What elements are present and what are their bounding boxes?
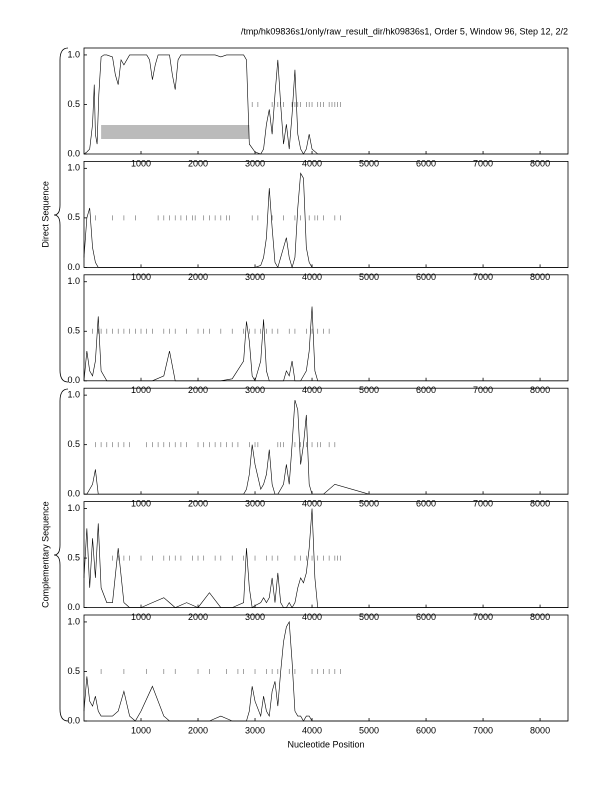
y-tick-label: 0.5 — [67, 666, 80, 676]
x-tick-label: 6000 — [416, 725, 436, 735]
x-tick-label: 8000 — [530, 158, 550, 168]
y-tick-label: 0.0 — [67, 602, 80, 612]
y-tick-label: 1.0 — [67, 390, 80, 400]
y-tick-label: 0.5 — [67, 326, 80, 336]
panel-frame — [83, 614, 569, 722]
x-tick-label: 3000 — [245, 158, 265, 168]
panel-frame — [83, 387, 569, 495]
x-tick-label: 5000 — [359, 499, 379, 509]
x-tick-label: 4000 — [302, 158, 322, 168]
complementary-bracket — [53, 388, 69, 722]
y-tick-label: 0.0 — [67, 715, 80, 725]
direct-bracket — [53, 47, 69, 383]
x-tick-label: 3000 — [245, 725, 265, 735]
panel-frame — [83, 501, 569, 609]
y-axis-label: Direct Sequence — [40, 181, 50, 248]
x-tick-label: 7000 — [473, 272, 493, 282]
coding-potential-line — [83, 508, 568, 609]
x-tick-label: 1000 — [131, 385, 151, 395]
x-tick-label: 8000 — [530, 612, 550, 622]
x-tick-label: 1000 — [131, 725, 151, 735]
coding-potential-line — [83, 54, 568, 155]
coding-potential-line — [83, 306, 568, 382]
panel-frame — [83, 274, 569, 382]
y-tick-label: 1.0 — [67, 503, 80, 513]
x-tick-label: 1000 — [131, 158, 151, 168]
x-tick-label: 4000 — [302, 499, 322, 509]
x-tick-label: 3000 — [245, 272, 265, 282]
x-tick-label: 5000 — [359, 725, 379, 735]
y-tick-label: 0.0 — [67, 262, 80, 272]
y-tick-label: 0.5 — [67, 99, 80, 109]
x-tick-label: 2000 — [188, 385, 208, 395]
x-tick-label: 3000 — [245, 612, 265, 622]
x-tick-label: 5000 — [359, 158, 379, 168]
chart-title: /tmp/hk09836s1/only/raw_result_dir/hk098… — [241, 26, 568, 36]
y-tick-label: 1.0 — [67, 616, 80, 626]
y-tick-label: 0.0 — [67, 375, 80, 385]
x-tick-label: 7000 — [473, 725, 493, 735]
coding-potential-line — [83, 620, 568, 722]
x-tick-label: 2000 — [188, 158, 208, 168]
x-tick-label: 7000 — [473, 499, 493, 509]
x-tick-label: 6000 — [416, 385, 436, 395]
x-tick-label: 7000 — [473, 612, 493, 622]
y-tick-label: 0.5 — [67, 439, 80, 449]
x-tick-label: 8000 — [530, 385, 550, 395]
x-tick-label: 8000 — [530, 499, 550, 509]
x-tick-label: 4000 — [302, 272, 322, 282]
y-tick-label: 0.0 — [67, 148, 80, 158]
x-axis-label: Nucleotide Position — [287, 739, 364, 749]
x-tick-label: 6000 — [416, 612, 436, 622]
x-tick-label: 4000 — [302, 725, 322, 735]
x-tick-label: 3000 — [245, 499, 265, 509]
x-tick-label: 5000 — [359, 612, 379, 622]
x-tick-label: 2000 — [188, 272, 208, 282]
panel-frame — [83, 160, 569, 268]
x-tick-label: 6000 — [416, 158, 436, 168]
y-tick-label: 1.0 — [67, 49, 80, 59]
coding-potential-line — [84, 400, 568, 495]
y-tick-label: 0.5 — [67, 552, 80, 562]
x-tick-label: 8000 — [530, 725, 550, 735]
x-tick-label: 5000 — [359, 385, 379, 395]
y-axis-label: Complementary Sequence — [40, 501, 50, 608]
x-tick-label: 2000 — [188, 499, 208, 509]
x-tick-label: 3000 — [245, 385, 265, 395]
x-tick-label: 1000 — [131, 612, 151, 622]
x-tick-label: 2000 — [188, 725, 208, 735]
y-tick-label: 0.0 — [67, 489, 80, 499]
x-tick-label: 1000 — [131, 272, 151, 282]
y-tick-label: 1.0 — [67, 276, 80, 286]
y-tick-label: 1.0 — [67, 163, 80, 173]
y-tick-label: 0.5 — [67, 212, 80, 222]
x-tick-label: 6000 — [416, 272, 436, 282]
x-tick-label: 4000 — [302, 385, 322, 395]
x-tick-label: 7000 — [473, 158, 493, 168]
gene-region — [101, 125, 250, 139]
x-tick-label: 8000 — [530, 272, 550, 282]
x-tick-label: 1000 — [131, 499, 151, 509]
x-tick-label: 4000 — [302, 612, 322, 622]
x-tick-label: 6000 — [416, 499, 436, 509]
x-tick-label: 5000 — [359, 272, 379, 282]
coding-potential-line — [83, 172, 568, 269]
x-tick-label: 2000 — [188, 612, 208, 622]
x-tick-label: 7000 — [473, 385, 493, 395]
